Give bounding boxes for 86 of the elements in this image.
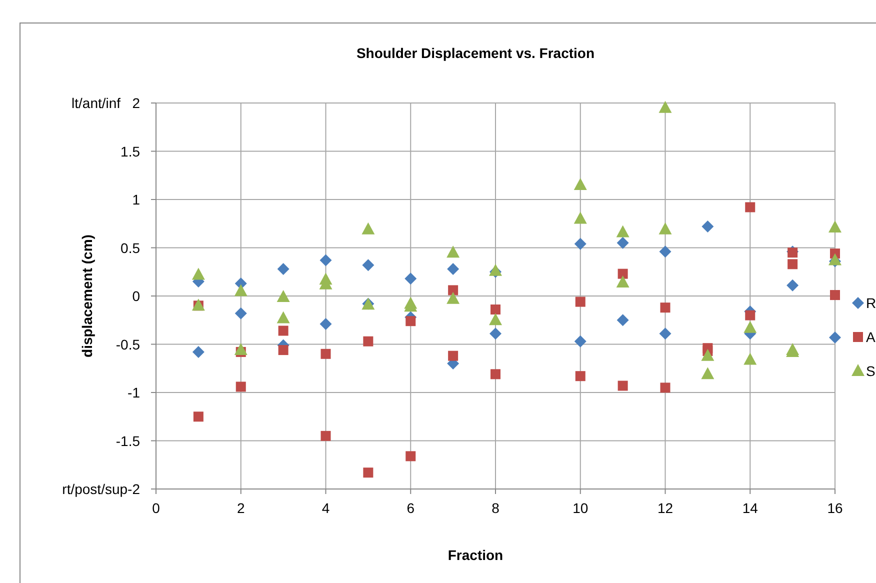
- point: [278, 326, 288, 336]
- point: [236, 382, 246, 392]
- point: [363, 336, 374, 346]
- point: [362, 259, 374, 272]
- point: [659, 246, 672, 258]
- point: [234, 284, 248, 296]
- point: [363, 468, 374, 478]
- point: [660, 382, 670, 393]
- point: [234, 343, 248, 356]
- point: [788, 259, 798, 270]
- point: [575, 296, 586, 307]
- point: [362, 222, 375, 234]
- legend-label: S: [866, 363, 876, 379]
- point: [278, 345, 288, 356]
- y-tick-label: 1: [132, 192, 140, 208]
- x-tick-label: 8: [492, 500, 500, 516]
- point: [616, 236, 629, 249]
- point: [744, 352, 757, 365]
- y-axis-title: displacement (cm): [79, 234, 95, 358]
- point: [574, 212, 587, 224]
- point: [489, 313, 502, 326]
- point: [575, 371, 586, 382]
- point: [192, 268, 205, 280]
- point: [618, 380, 628, 391]
- point: [406, 451, 416, 462]
- point: [446, 246, 460, 258]
- point: [490, 369, 500, 380]
- x-tick-label: 0: [152, 500, 160, 516]
- point: [786, 279, 799, 292]
- point: [192, 346, 204, 358]
- point: [659, 328, 672, 340]
- point: [660, 302, 670, 313]
- point: [830, 290, 840, 300]
- point: [320, 348, 331, 359]
- point: [616, 225, 630, 238]
- point: [490, 328, 502, 340]
- point: [320, 318, 332, 330]
- point: [448, 285, 458, 296]
- point: [574, 178, 587, 190]
- point: [234, 307, 247, 320]
- point: [744, 320, 757, 333]
- point: [701, 367, 714, 380]
- y-tick-label: -0.5: [116, 336, 140, 352]
- point: [658, 100, 672, 113]
- point: [658, 222, 672, 234]
- point: [829, 331, 841, 344]
- point: [745, 310, 756, 320]
- point: [574, 238, 586, 250]
- point: [616, 314, 629, 326]
- point: [616, 275, 630, 288]
- x-tick-label: 14: [742, 500, 758, 516]
- point: [828, 220, 842, 232]
- point: [448, 350, 458, 361]
- point: [490, 304, 500, 315]
- point: [406, 316, 416, 326]
- x-tick-label: 16: [827, 500, 843, 516]
- point: [320, 430, 331, 441]
- y-tick-label: -1.5: [116, 432, 140, 449]
- y-tick-label: -1: [128, 384, 140, 400]
- point: [277, 262, 290, 275]
- point: [446, 292, 460, 304]
- chart-title: Shoulder Displacement vs. Fraction: [356, 45, 595, 61]
- y-tick-label: lt/ant/inf 2: [72, 95, 140, 111]
- y-tick-label: 1.5: [120, 143, 140, 160]
- x-axis-title: Fraction: [448, 547, 504, 563]
- point: [702, 220, 714, 233]
- x-tick-label: 10: [572, 500, 588, 516]
- x-tick-label: 12: [657, 500, 674, 516]
- y-tick-label: 0: [132, 288, 140, 304]
- point: [320, 254, 332, 266]
- x-tick-label: 4: [322, 500, 330, 516]
- y-tick-label: rt/post/sup-2: [62, 481, 140, 497]
- point: [193, 412, 204, 422]
- legend-label: R: [866, 295, 876, 311]
- point: [447, 262, 460, 275]
- y-tick-label: 0.5: [120, 240, 140, 256]
- x-tick-label: 2: [236, 500, 245, 516]
- legend-label: A: [866, 329, 876, 345]
- point: [745, 202, 756, 212]
- point: [404, 272, 417, 285]
- point: [574, 335, 586, 348]
- x-tick-label: 6: [406, 500, 415, 516]
- point: [701, 348, 714, 361]
- point: [276, 290, 290, 302]
- point: [276, 311, 290, 324]
- point: [618, 268, 628, 279]
